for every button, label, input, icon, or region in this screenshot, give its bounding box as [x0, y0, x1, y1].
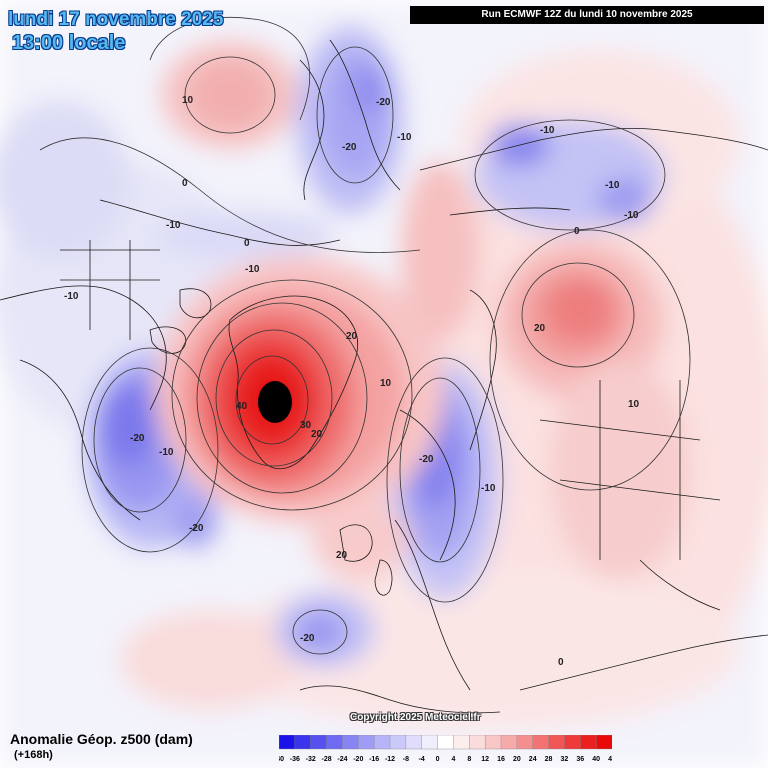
legend-swatch: [580, 735, 597, 750]
forecast-local-time: 13:00 locale: [12, 32, 126, 54]
legend-tick-label: -32: [306, 756, 316, 763]
anomaly-peak-core: [258, 381, 292, 423]
legend-tick-label: -16: [369, 756, 379, 763]
legend-tick-label: 44: [608, 756, 612, 763]
contour-label: -10: [624, 210, 639, 221]
contour-label: 20: [534, 323, 546, 334]
contour-label: -10: [540, 125, 555, 136]
contour-label: -20: [300, 633, 315, 644]
contour-label: 40: [236, 401, 248, 412]
legend-swatch: [373, 735, 391, 750]
contour-label: -10: [605, 180, 620, 191]
geography-lines: [0, 39, 768, 714]
legend-swatch: [564, 735, 581, 750]
contour-label: 20: [311, 429, 323, 440]
legend-tick-label: 4: [451, 756, 455, 763]
contour-label: 10: [628, 399, 640, 410]
legend-tick-label: -40: [279, 756, 284, 763]
contour-label: 0: [244, 238, 250, 249]
legend-tick-label: 24: [529, 756, 537, 763]
forecast-lead-time: (+168h): [14, 749, 53, 761]
legend-tick-label: 20: [513, 756, 521, 763]
legend-tick-label: -20: [353, 756, 363, 763]
legend-tick-label: -24: [337, 756, 347, 763]
legend-swatch: [500, 735, 518, 750]
contour-labels: 10 -20 -20 -10 -10 -10 -10 -10 0 0 -10 -…: [64, 95, 640, 668]
legend-tick-label: -36: [290, 756, 300, 763]
legend-swatch: [437, 735, 454, 750]
contour-label: -10: [166, 220, 181, 231]
contour-label: -10: [245, 264, 260, 275]
legend-tick-label: -8: [403, 756, 409, 763]
legend-swatch: [294, 735, 312, 750]
contour-label: -20: [189, 523, 204, 534]
legend-tick-label: 36: [576, 756, 584, 763]
legend-tick-label: 0: [436, 756, 440, 763]
contour-label: 0: [182, 178, 188, 189]
contour-lines: [39, 17, 691, 655]
map-title: Anomalie Géop. z500 (dam): [10, 731, 193, 747]
legend-swatch: [532, 735, 550, 750]
legend-swatch: [405, 735, 423, 750]
legend-tick-label: -12: [385, 756, 395, 763]
contour-label: 30: [300, 420, 312, 431]
contour-label: 10: [380, 378, 392, 389]
legend-swatch: [484, 735, 502, 750]
legend-swatch: [342, 735, 359, 750]
legend-tick-label: -28: [322, 756, 332, 763]
legend-swatch: [516, 735, 534, 750]
contour-label: 20: [346, 331, 358, 342]
model-run-label: Run ECMWF 12Z du lundi 10 novembre 2025: [410, 6, 764, 24]
copyright-text: Copyright 2025 Meteociel.fr: [350, 712, 481, 723]
contour-label: -10: [64, 291, 79, 302]
color-scale-legend: -40-36-32-28-24-20-16-12-8-4048121620242…: [279, 735, 612, 763]
contour-label: -20: [342, 142, 357, 153]
legend-tick-label: 40: [592, 756, 600, 763]
contour-label: -10: [159, 447, 174, 458]
legend-swatch: [469, 735, 486, 750]
legend-swatch: [595, 735, 612, 750]
legend-swatch: [358, 735, 375, 750]
contour-label: -10: [481, 483, 496, 494]
legend-swatch: [389, 735, 407, 750]
forecast-date: lundi 17 novembre 2025: [8, 9, 224, 30]
legend-swatch: [453, 735, 470, 750]
contour-label: 0: [558, 657, 564, 668]
contour-label: -20: [130, 433, 145, 444]
contour-label: -20: [419, 454, 434, 465]
contour-label: -10: [397, 132, 412, 143]
contour-label: 10: [182, 95, 194, 106]
legend-tick-label: 28: [545, 756, 553, 763]
legend-swatch: [279, 735, 296, 750]
legend-tick-label: -4: [419, 756, 425, 763]
legend-tick-label: 12: [481, 756, 489, 763]
legend-tick-label: 8: [467, 756, 471, 763]
legend-swatch: [310, 735, 328, 750]
legend-tick-label: 32: [561, 756, 569, 763]
legend-swatch: [421, 735, 439, 750]
legend-swatch: [326, 735, 343, 750]
contour-label: -20: [376, 97, 391, 108]
contour-label: 0: [574, 226, 580, 237]
legend-swatch: [548, 735, 565, 750]
legend-tick-label: 16: [497, 756, 505, 763]
contour-label: 20: [336, 550, 348, 561]
